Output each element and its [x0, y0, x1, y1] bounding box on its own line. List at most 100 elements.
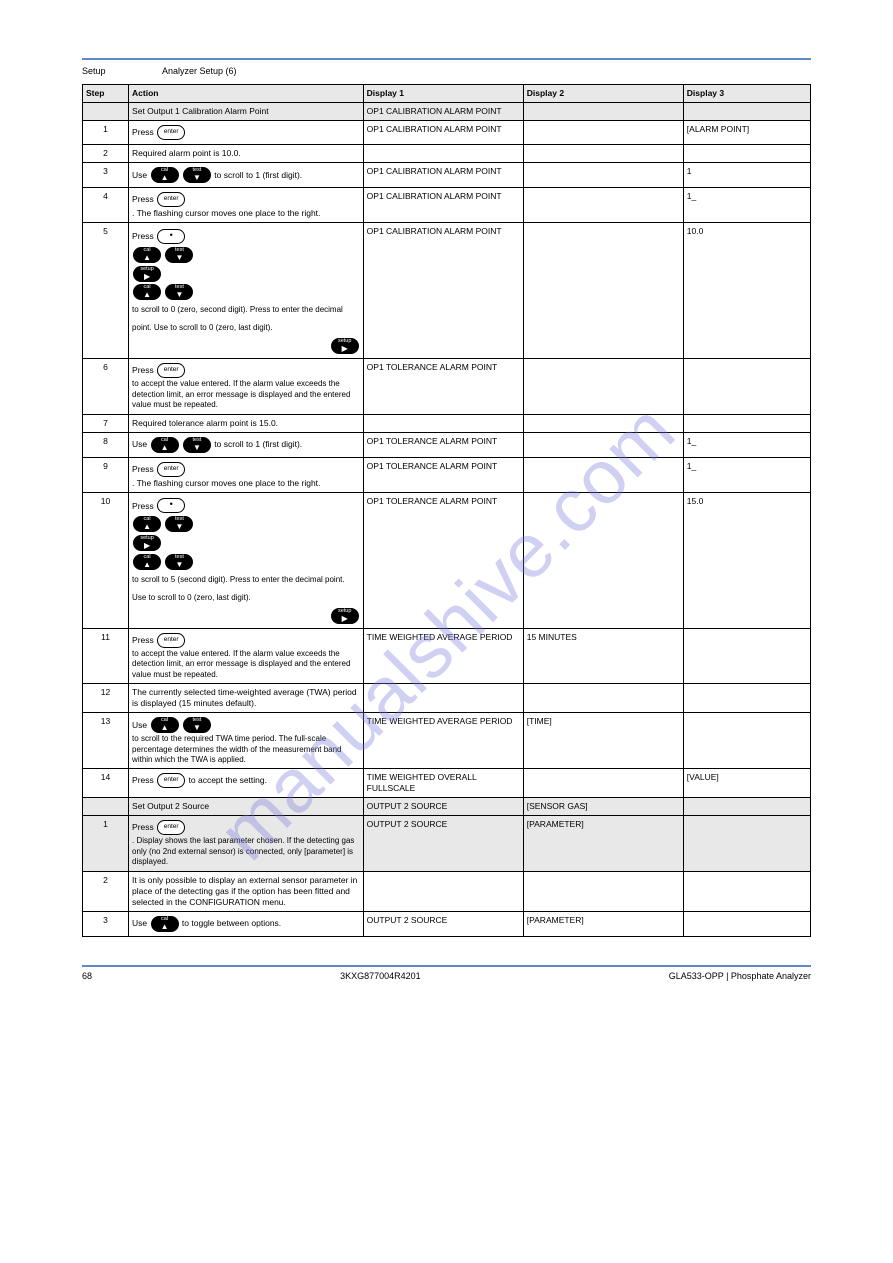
d3-cell: 1_: [683, 188, 810, 223]
col-d1: Display 1: [363, 85, 523, 103]
action-pre: Use: [132, 170, 147, 181]
d1-cell: OP1 CALIBRATION ALARM POINT: [363, 188, 523, 223]
table-row: 1 Press enter . Display shows the last p…: [83, 816, 811, 871]
cal-up-button-icon: cal▲: [151, 717, 179, 733]
cal-up-button-icon: cal▲: [151, 437, 179, 453]
table-row: 8 Use cal▲ test▼ to scroll to 1 (first d…: [83, 432, 811, 457]
action-cell: Press cal▲ test▼ setup▶ cal▲ test▼ to sc…: [129, 492, 364, 628]
table-row: 9 Press enter . The flashing cursor move…: [83, 457, 811, 492]
step-cell: 12: [83, 684, 129, 713]
col-step: Step: [83, 85, 129, 103]
action-pre: Press: [132, 775, 154, 786]
d1-cell: OP1 CALIBRATION ALARM POINT: [363, 223, 523, 359]
page-number: 68: [82, 971, 92, 981]
cal-up-button-icon: cal▲: [151, 916, 179, 932]
d1-cell: OP1 TOLERANCE ALARM POINT: [363, 432, 523, 457]
setup-table: Step Action Display 1 Display 2 Display …: [82, 84, 811, 937]
d3-cell: [683, 359, 810, 414]
d1-cell: OP1 TOLERANCE ALARM POINT: [363, 359, 523, 414]
d3-cell: [ALARM POINT]: [683, 121, 810, 145]
col-d2: Display 2: [523, 85, 683, 103]
d2-cell: [PARAMETER]: [523, 911, 683, 936]
page: Setup Analyzer Setup (6) Step Action Dis…: [0, 0, 893, 1263]
action-post: . Display shows the last parameter chose…: [132, 836, 360, 867]
d3-cell: 1: [683, 163, 810, 188]
test-down-button-icon: test▼: [165, 554, 193, 570]
action-cell: Use cal▲ test▼ to scroll to the required…: [129, 713, 364, 769]
step-cell: 2: [83, 871, 129, 911]
setup-right-button-icon: setup▶: [133, 535, 161, 551]
action-cell: It is only possible to display an extern…: [129, 871, 364, 911]
step-cell: 5: [83, 223, 129, 359]
d3-cell: 1_: [683, 457, 810, 492]
table-row: 2 It is only possible to display an exte…: [83, 871, 811, 911]
action-pre: Press: [132, 227, 154, 245]
action-pre: Press: [132, 194, 154, 205]
step-cell: 6: [83, 359, 129, 414]
d3-cell: [VALUE]: [683, 769, 810, 798]
d2-cell: [523, 769, 683, 798]
d1-cell: OP1 CALIBRATION ALARM POINT: [363, 163, 523, 188]
step-cell: 9: [83, 457, 129, 492]
d1-cell: OP1 TOLERANCE ALARM POINT: [363, 492, 523, 628]
doc-title: GLA533-OPP | Phosphate Analyzer: [669, 971, 811, 981]
d3-cell: [683, 145, 810, 163]
action-pre: Press: [132, 127, 154, 138]
test-down-button-icon: test▼: [183, 437, 211, 453]
table-row: 1 Press enter OP1 CALIBRATION ALARM POIN…: [83, 121, 811, 145]
section-title: Set Output 1 Calibration Alarm Point: [129, 103, 364, 121]
table-header-row: Step Action Display 1 Display 2 Display …: [83, 85, 811, 103]
step-cell: 10: [83, 492, 129, 628]
action-pre: Press: [132, 464, 154, 475]
test-down-button-icon: test▼: [165, 516, 193, 532]
action-pre: Use: [132, 439, 147, 450]
action-post: . The flashing cursor moves one place to…: [132, 208, 320, 219]
enter-button-icon: enter: [157, 633, 185, 648]
action-cell: Press enter . The flashing cursor moves …: [129, 188, 364, 223]
step-cell: 2: [83, 145, 129, 163]
dot-button-icon: [157, 498, 185, 513]
doc-id: 3KXG877004R4201: [340, 971, 421, 981]
setup-right-button-icon: setup▶: [133, 266, 161, 282]
header-title: Analyzer Setup (6): [162, 66, 237, 76]
d2-cell: [523, 492, 683, 628]
dot-button-icon: [157, 229, 185, 244]
section-title: Set Output 2 Source: [129, 798, 364, 816]
d2-cell: [523, 163, 683, 188]
d1-cell: OP1 CALIBRATION ALARM POINT: [363, 121, 523, 145]
action-pre: Use: [132, 720, 147, 731]
d3-cell: [683, 628, 810, 683]
action-cell: Press enter . The flashing cursor moves …: [129, 457, 364, 492]
page-header: Setup Analyzer Setup (6): [82, 66, 811, 76]
test-down-button-icon: test▼: [165, 247, 193, 263]
action-post: to toggle between options.: [182, 918, 281, 929]
table-row: 2 Required alarm point is 10.0.: [83, 145, 811, 163]
action-post: to scroll to 0 (zero, second digit). Pre…: [132, 301, 360, 337]
step-cell: 3: [83, 163, 129, 188]
d2-cell: [523, 145, 683, 163]
d1-cell: [363, 871, 523, 911]
cal-up-button-icon: cal▲: [133, 554, 161, 570]
col-d3: Display 3: [683, 85, 810, 103]
d1-cell: OP1 TOLERANCE ALARM POINT: [363, 457, 523, 492]
action-cell: Use cal▲ test▼ to scroll to 1 (first dig…: [129, 163, 364, 188]
action-cell: Press enter to accept the value entered.…: [129, 628, 364, 683]
step-cell: 3: [83, 911, 129, 936]
cell: [683, 103, 810, 121]
d1-cell: [363, 414, 523, 432]
step-cell: 7: [83, 414, 129, 432]
d3-cell: [683, 713, 810, 769]
action-cell: Press enter . Display shows the last par…: [129, 816, 364, 871]
test-down-button-icon: test▼: [183, 717, 211, 733]
d2-cell: [523, 188, 683, 223]
d1-cell: TIME WEIGHTED OVERALL FULLSCALE: [363, 769, 523, 798]
table-row: 7 Required tolerance alarm point is 15.0…: [83, 414, 811, 432]
col-action: Action: [129, 85, 364, 103]
action-post: to scroll to 5 (second digit). Press to …: [132, 571, 360, 607]
header-label: Setup: [82, 66, 162, 76]
cal-up-button-icon: cal▲: [151, 167, 179, 183]
d2-cell: [523, 684, 683, 713]
d3-cell: [683, 871, 810, 911]
d3-cell: [683, 684, 810, 713]
d1-cell: OUTPUT 2 SOURCE: [363, 911, 523, 936]
